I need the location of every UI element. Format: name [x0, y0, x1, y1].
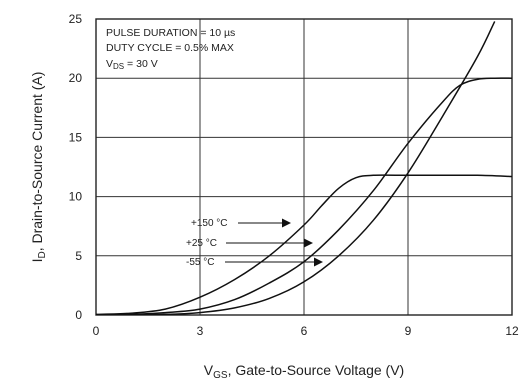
- y-axis-title-rest: , Drain-to-Source Current (A): [29, 72, 45, 252]
- x-axis-title-main: V: [204, 362, 214, 378]
- y-tick-label: 15: [69, 130, 83, 144]
- x-tick-label: 6: [301, 324, 308, 338]
- annotation-box: PULSE DURATION = 10 µs DUTY CYCLE = 0.5%…: [106, 27, 235, 71]
- series-label-150-c: +150 °C: [191, 218, 228, 229]
- grid-layer: [96, 19, 512, 315]
- curve-layer: [96, 21, 512, 315]
- x-tick-label: 0: [93, 324, 100, 338]
- annotation-vds: VDS = 30 V: [106, 58, 158, 71]
- y-tick-label: 5: [75, 249, 82, 263]
- series-line-150-c: [96, 174, 512, 315]
- x-axis-title-sub: GS: [213, 370, 228, 381]
- plot-frame: [95, 18, 513, 316]
- annotation-duty-cycle: DUTY CYCLE = 0.5% MAX: [106, 42, 234, 54]
- series-pointer-arrowhead: [314, 257, 323, 267]
- label-layer: +150 °C +25 °C -55 °C: [186, 218, 323, 268]
- y-tick-label: 20: [69, 71, 83, 85]
- annotation-vds-sub: DS: [113, 62, 124, 71]
- series-label-55-c: -55 °C: [186, 257, 214, 268]
- series-pointer-arrowhead: [282, 218, 291, 228]
- annotation-vds-main: V: [106, 58, 113, 70]
- x-tick-label: 12: [505, 324, 519, 338]
- y-tick-label: 25: [69, 12, 83, 26]
- series-line-25-c: [96, 77, 512, 315]
- x-axis-title: VGS, Gate-to-Source Voltage (V): [204, 362, 404, 381]
- x-tick-label: 9: [405, 324, 412, 338]
- y-tick-label: 0: [75, 308, 82, 322]
- annotation-vds-rest: = 30 V: [124, 58, 158, 70]
- y-tick-label: 10: [69, 190, 83, 204]
- x-tick-label: 3: [197, 324, 204, 338]
- x-axis-title-rest: , Gate-to-Source Voltage (V): [228, 362, 405, 378]
- y-axis-title-main: I: [29, 259, 45, 263]
- series-pointer-arrowhead: [304, 238, 313, 248]
- series-label-25-c: +25 °C: [186, 238, 217, 249]
- y-axis-title-sub: D: [37, 251, 48, 258]
- series-line-55-c: [96, 21, 496, 315]
- annotation-pulse-duration: PULSE DURATION = 10 µs: [106, 27, 235, 39]
- y-axis-title: ID, Drain-to-Source Current (A): [29, 72, 48, 263]
- tick-layer: 0 3 6 9 12 0 5 10 15 20 25: [69, 12, 519, 338]
